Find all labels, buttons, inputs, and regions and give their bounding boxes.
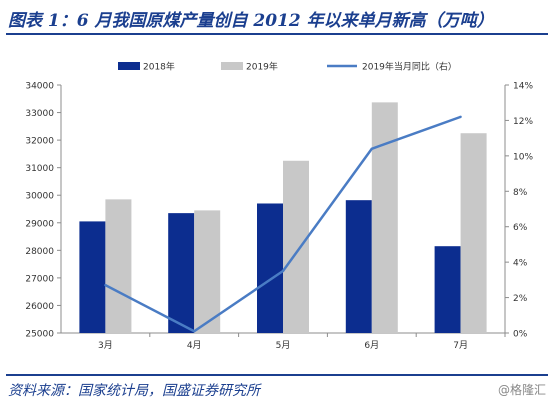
legend-label-2018: 2018年	[143, 61, 175, 73]
y-left-tick-label: 33000	[25, 109, 54, 119]
y-right-tick-label: 2%	[513, 294, 528, 304]
bar-2019-1	[105, 199, 132, 333]
bar-2018-5	[434, 246, 461, 333]
legend-swatch-2019	[221, 62, 243, 70]
yoy-point-5	[459, 115, 462, 119]
legend-label-yoy: 2019年当月同比（右）	[362, 61, 457, 73]
y-left-tick-label: 34000	[25, 82, 54, 92]
y-left-tick-label: 31000	[25, 164, 54, 174]
bar-2019-5	[460, 133, 487, 333]
watermark: @格隆汇	[497, 383, 546, 397]
bar-2018-2	[168, 213, 195, 333]
yoy-point-4	[370, 147, 373, 150]
source-divider	[6, 374, 548, 376]
x-tick-label: 7月	[453, 340, 468, 351]
legend-swatch-2018	[118, 62, 140, 70]
y-left-tick-label: 27000	[25, 274, 54, 284]
y-left-tick-label: 29000	[25, 219, 54, 229]
x-tick-label: 6月	[364, 340, 379, 351]
y-right-tick-label: 0%	[513, 330, 528, 340]
y-right-tick-label: 14%	[513, 82, 533, 92]
y-right-tick-label: 12%	[513, 117, 533, 127]
bar-2018-4	[345, 200, 372, 333]
legend-label-2019: 2019年	[246, 61, 278, 73]
yoy-point-1	[104, 283, 107, 287]
y-right-tick-label: 6%	[513, 223, 528, 233]
y-right-tick-label: 4%	[513, 259, 528, 269]
yoy-point-2	[193, 330, 196, 333]
y-left-tick-label: 25000	[25, 330, 54, 340]
title-underline	[6, 33, 548, 35]
y-left-tick-label: 26000	[25, 302, 54, 312]
x-tick-label: 4月	[187, 340, 202, 351]
bar-2019-4	[371, 102, 398, 333]
bar-2019-2	[194, 210, 221, 333]
chart-title: 图表 1：6 月我国原煤产量创自 2012 年以来单月新高（万吨）	[8, 11, 494, 31]
y-left-tick-label: 28000	[25, 247, 54, 257]
yoy-point-3	[281, 269, 285, 273]
y-left-tick-label: 32000	[25, 137, 54, 147]
y-right-tick-label: 8%	[513, 188, 528, 198]
bar-2019-3	[283, 160, 309, 333]
x-tick-label: 5月	[276, 340, 291, 351]
source-note: 资料来源：国家统计局，国盛证券研究所	[8, 383, 260, 399]
bar-2018-3	[257, 203, 283, 333]
x-tick-label: 3月	[98, 340, 113, 351]
bar-2018-1	[79, 221, 106, 333]
y-right-tick-label: 10%	[513, 152, 533, 162]
y-left-tick-label: 30000	[25, 192, 54, 202]
